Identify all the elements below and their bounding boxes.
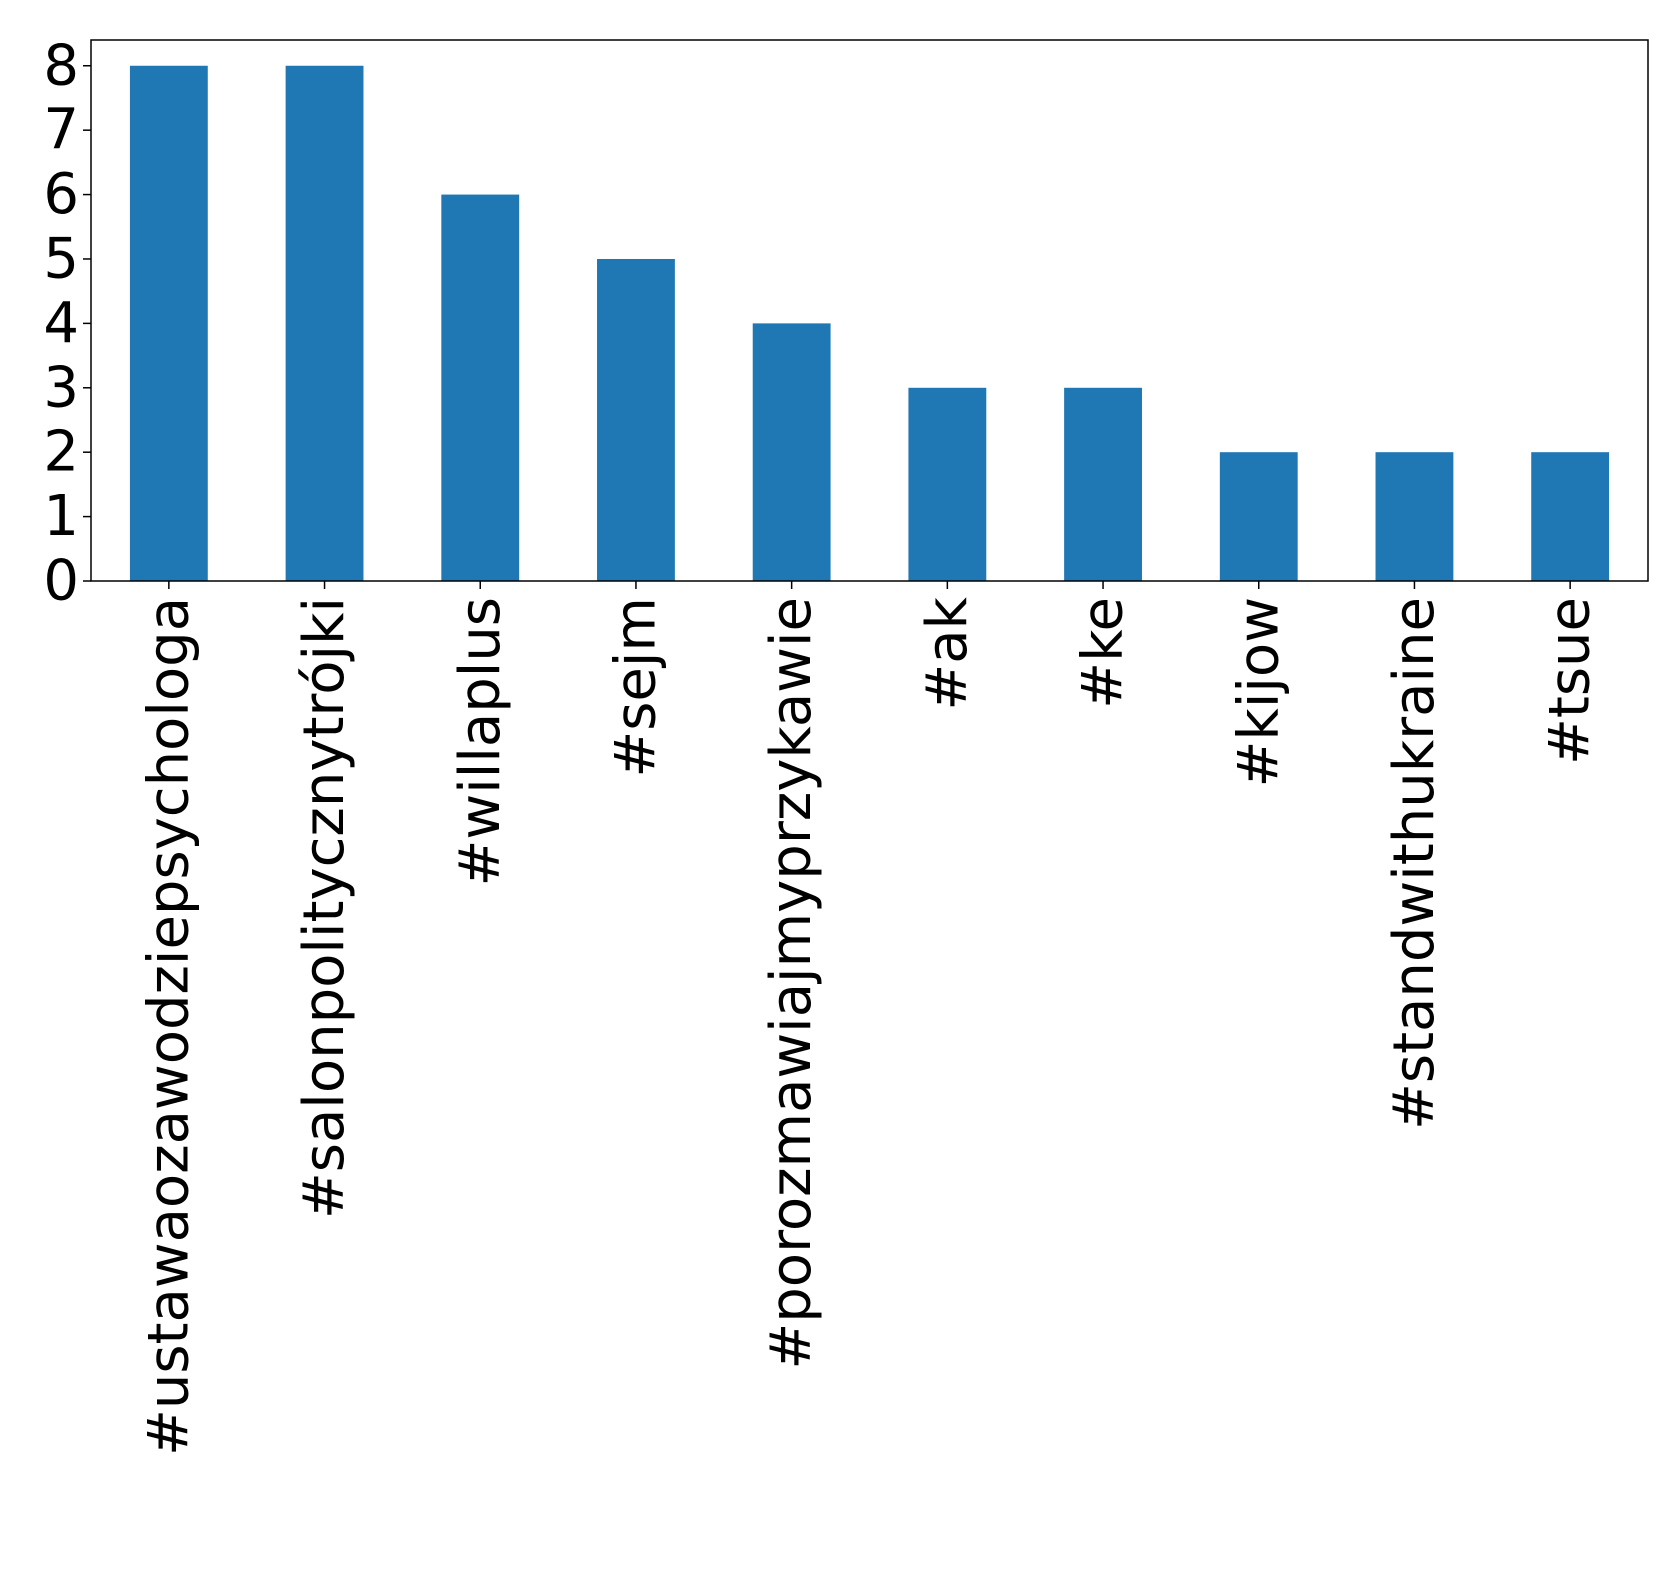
bar-6 [1064,387,1142,581]
bar-3 [597,258,675,581]
x-tick-label-4: #porozmawiajmyprzykawie [759,597,824,1370]
y-tick-label-3: 3 [43,355,79,420]
bar-2 [441,194,520,582]
x-tick-label-3: #sejm [603,597,668,778]
bar-9 [1531,452,1610,581]
x-tick-label-9: #tsue [1538,597,1603,765]
x-tick-label-8: #standwithukraine [1382,597,1447,1130]
bar-1 [285,65,364,581]
bar-4 [752,323,831,581]
x-tick-label-6: #ke [1071,597,1136,709]
y-tick-label-8: 8 [43,33,79,98]
y-tick-label-5: 5 [43,226,79,291]
bar-5 [908,387,987,581]
y-tick-label-4: 4 [43,291,79,356]
plot-frame [90,39,1649,582]
bar-7 [1219,452,1298,581]
x-tick-label-7: #kijow [1226,597,1291,788]
bars-group [129,65,1610,582]
y-tick-label-2: 2 [43,420,79,485]
bar-8 [1375,452,1454,581]
bar-0 [129,65,208,581]
x-tick-label-2: #willaplus [448,597,513,887]
y-tick-label-6: 6 [43,162,79,227]
y-tick-label-1: 1 [43,484,79,549]
x-tick-label-0: #ustawaozawodziepsychologa [136,597,201,1456]
x-axis: #ustawaozawodziepsychologa #salonpolitycz… [136,581,1603,1456]
y-tick-label-7: 7 [43,98,79,163]
x-tick-label-5: #ak [915,596,980,710]
y-tick-label-0: 0 [43,549,79,614]
x-tick-label-1: #salonpolitycznytrójki [292,597,357,1219]
